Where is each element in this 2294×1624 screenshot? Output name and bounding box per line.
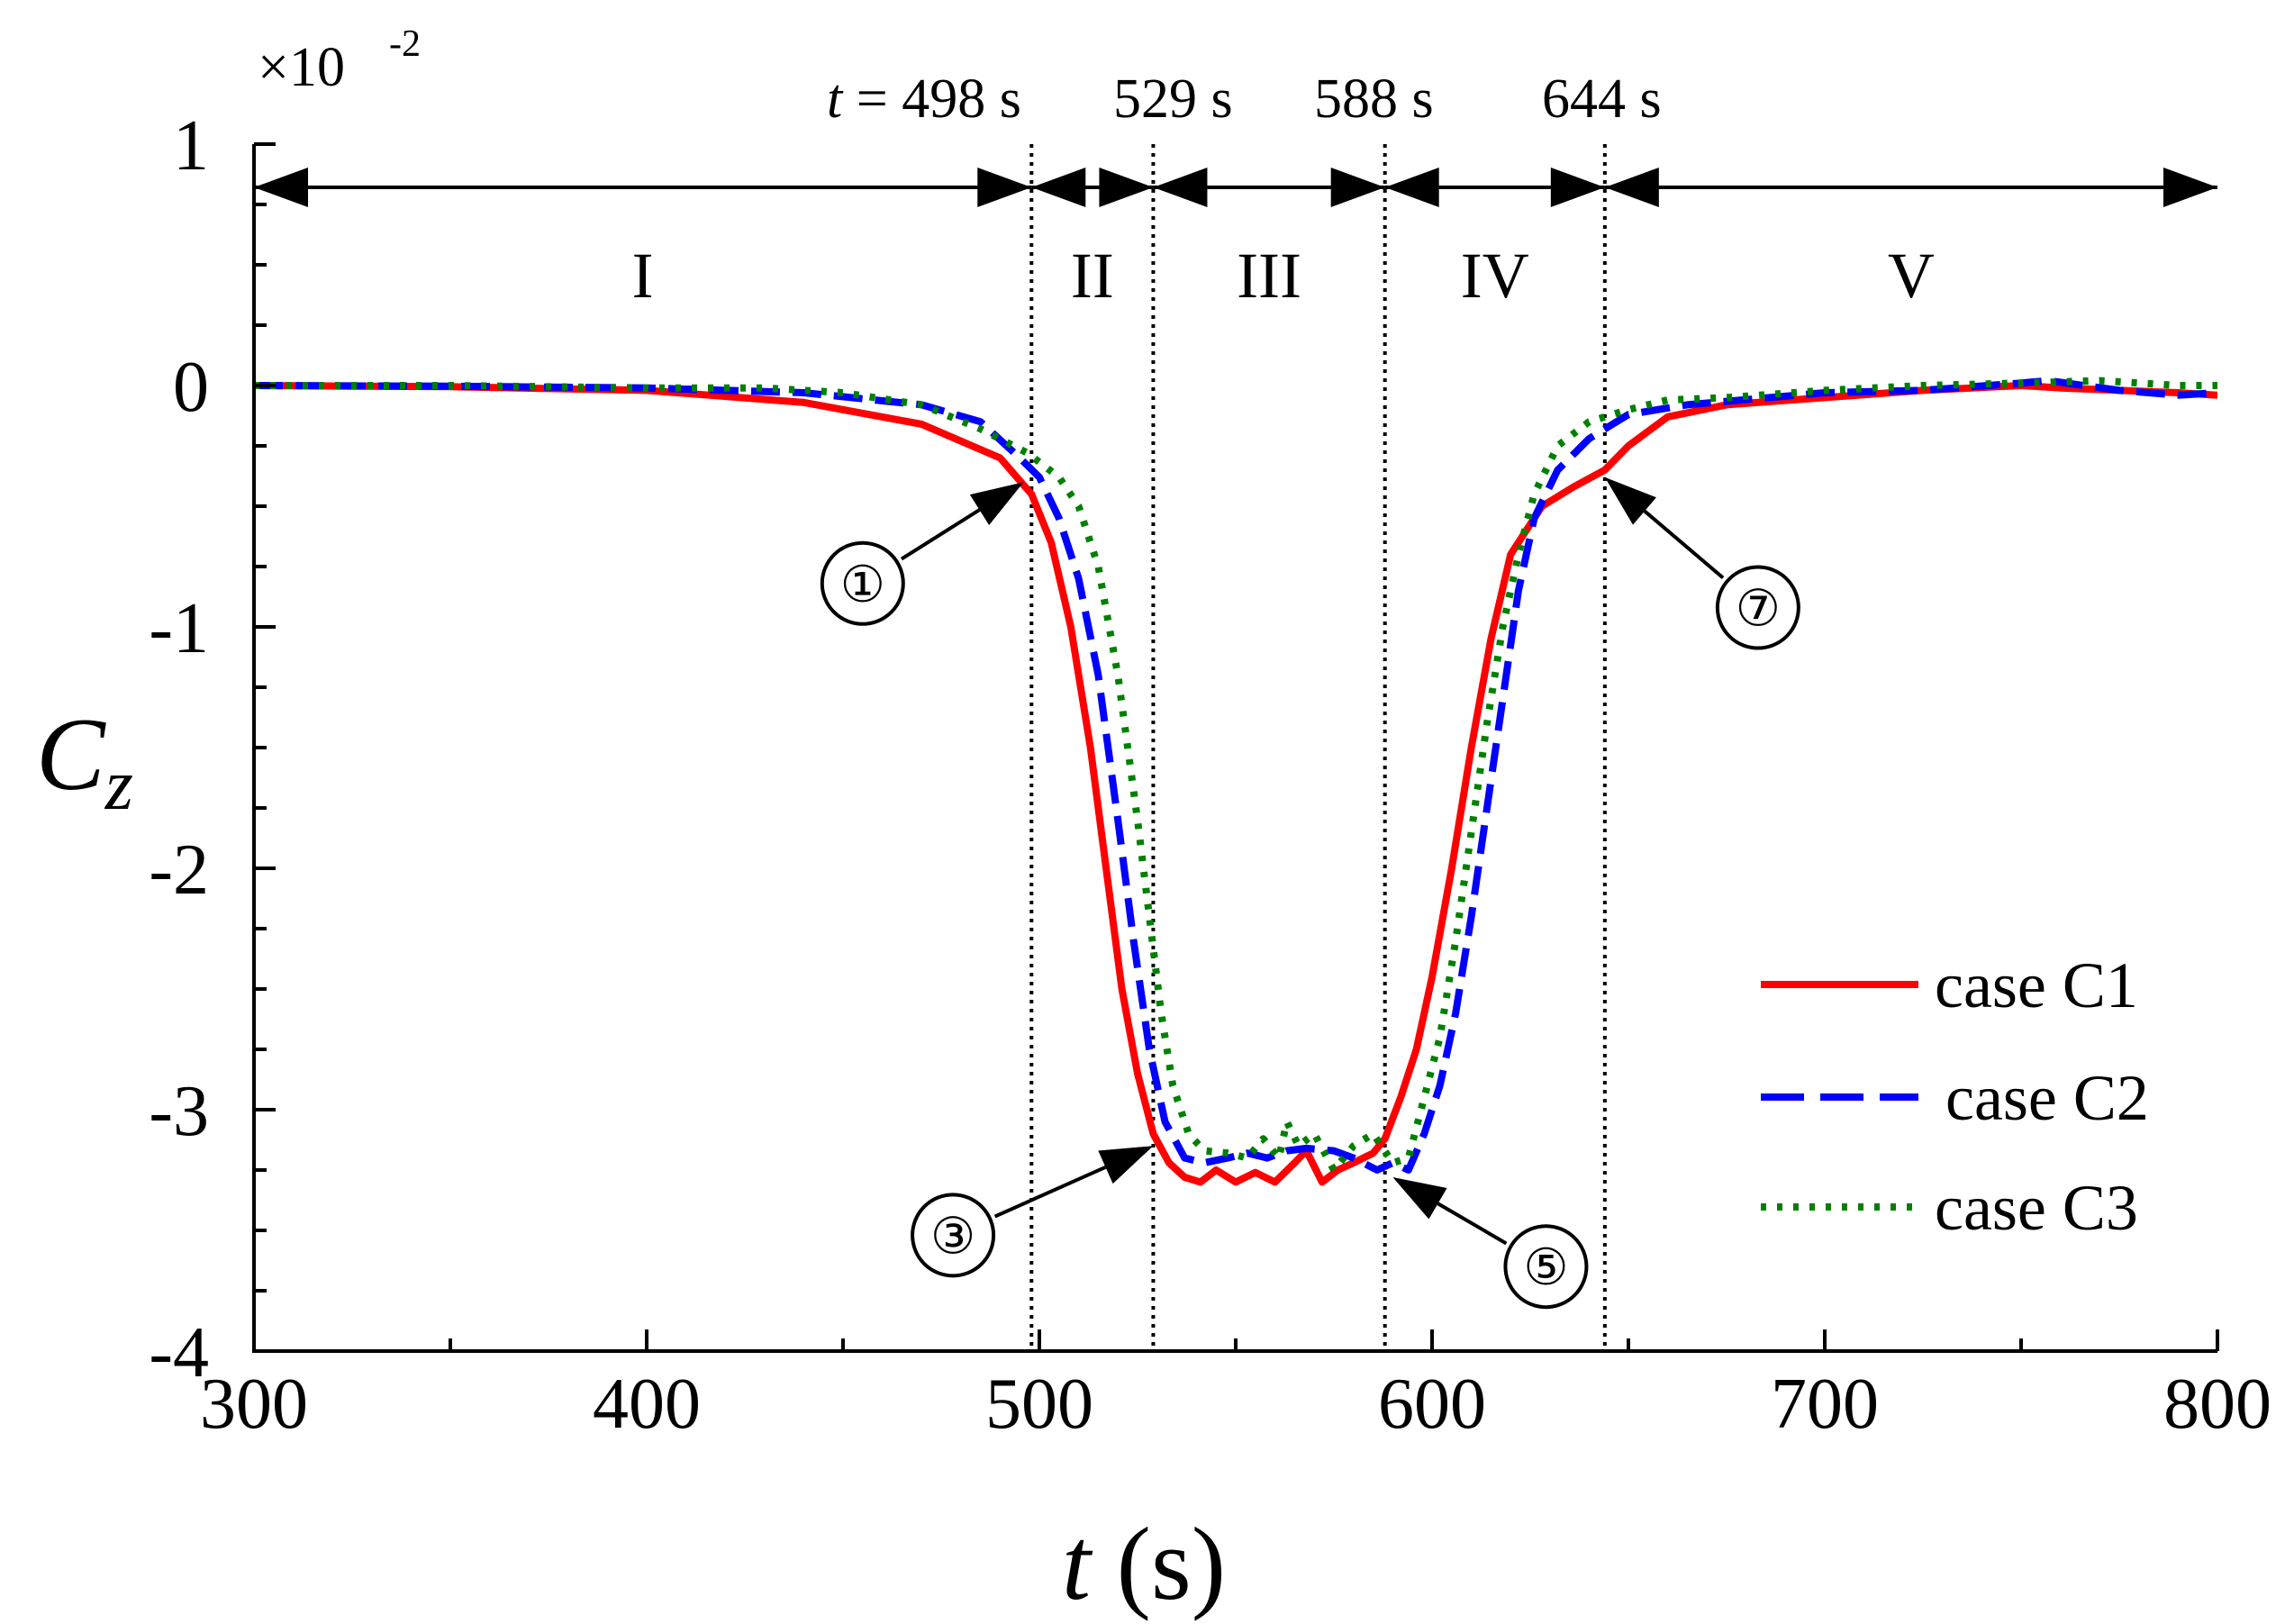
x-ticks: 300 400 500 600 700 800: [200, 1329, 2271, 1444]
phase-arrowhead-left-1: [254, 168, 308, 207]
marker-arrow-line-3: [1437, 1202, 1508, 1246]
x-tick-label-700: 700: [1771, 1365, 1879, 1444]
marker-label-2: ③: [930, 1209, 975, 1265]
marker-arrowhead-2: [1098, 1146, 1154, 1184]
phase-label-3: III: [1237, 240, 1301, 312]
point-markers: ① ③ ⑤ ⑦: [820, 476, 1800, 1310]
marker-arrowhead-3: [1392, 1177, 1447, 1220]
boundary-lines: [1029, 144, 1607, 1351]
y-scale-prefix: ×10: [258, 37, 345, 98]
marker-arrow-line-4: [1643, 509, 1725, 580]
phase-arrowhead-left-3: [1153, 168, 1208, 207]
marker-circle-1: [820, 540, 905, 626]
phase-label-1: I: [632, 240, 654, 312]
boundary-label-644: 644 s: [1542, 68, 1662, 130]
x-axis-title-var: t: [1062, 1507, 1093, 1621]
series-line-c2: [254, 377, 2217, 1174]
y-tick-label-4: -3: [149, 1072, 209, 1151]
axes: [252, 144, 2217, 1353]
marker-arrowhead-4: [1604, 476, 1656, 525]
y-tick-label-1: 0: [173, 348, 209, 427]
marker-arrowhead-1: [969, 482, 1024, 526]
legend-label-c2: case C2: [1945, 1062, 2149, 1134]
phase-arrowhead-left-5: [1604, 168, 1659, 207]
phase-arrowhead-right-3: [1330, 168, 1385, 207]
phase-arrowhead-right-1: [977, 168, 1032, 207]
phase-arrowhead-left-2: [1031, 168, 1086, 207]
x-tick-label-600: 600: [1378, 1365, 1486, 1444]
series-line-c3: [254, 377, 2217, 1174]
x-tick-label-400: 400: [593, 1365, 701, 1444]
marker-circle-3: [1503, 1224, 1589, 1310]
y-tick-label-2: -1: [149, 589, 209, 668]
boundary-label-529: 529 s: [1113, 68, 1233, 130]
y-scale-exponent: -2: [389, 23, 421, 65]
phase-arrowhead-right-4: [1550, 168, 1605, 207]
boundary-label-var: t: [827, 68, 844, 130]
phase-arrowhead-left-4: [1384, 168, 1439, 207]
marker-circle-2: [911, 1193, 996, 1278]
x-axis-title: t (s): [1062, 1507, 1226, 1621]
x-tick-label-500: 500: [985, 1365, 1093, 1444]
marker-label-4: ⑦: [1736, 582, 1781, 638]
boundary-labels: t = 498 s 529 s 588 s 644 s: [827, 68, 1662, 130]
phase-label-2: II: [1071, 240, 1114, 312]
y-tick-label-0: 1: [173, 106, 209, 186]
y-axis-title: Cz: [36, 697, 133, 825]
x-tick-label-800: 800: [2163, 1365, 2271, 1444]
y-axis-title-main: C: [36, 697, 106, 812]
y-scale-label: ×10 -2: [258, 23, 421, 98]
boundary-label-588: 588 s: [1314, 68, 1434, 130]
marker-label-1: ①: [840, 558, 885, 613]
y-tick-label-5: -4: [149, 1313, 209, 1393]
y-axis-title-sub: z: [104, 746, 133, 825]
boundary-label-498: t = 498 s: [827, 68, 1021, 130]
legend: case C1 case C2 case C3: [1761, 949, 2149, 1244]
y-ticks: 1 0 -1 -2 -3 -4: [149, 106, 276, 1393]
phase-arrows: I II III IV V: [254, 168, 2217, 312]
marker-arrow-line-1: [900, 508, 981, 561]
marker-arrow-line-2: [993, 1165, 1107, 1219]
phase-label-5: V: [1888, 240, 1935, 312]
boundary-label-rest: = 498 s: [842, 68, 1021, 130]
x-tick-label-300: 300: [200, 1365, 308, 1444]
series: [254, 377, 2217, 1186]
marker-circle-4: [1715, 565, 1800, 650]
phase-label-4: IV: [1461, 240, 1529, 312]
legend-label-c3: case C3: [1935, 1172, 2138, 1244]
phase-arrowhead-right-2: [1099, 168, 1154, 207]
x-axis-title-unit: (s): [1091, 1507, 1226, 1621]
marker-label-3: ⑤: [1523, 1240, 1568, 1296]
legend-label-c1: case C1: [1935, 949, 2138, 1021]
y-tick-label-3: -2: [149, 830, 209, 910]
phase-arrowhead-right-5: [2163, 168, 2217, 207]
series-line-c1: [254, 382, 2217, 1186]
